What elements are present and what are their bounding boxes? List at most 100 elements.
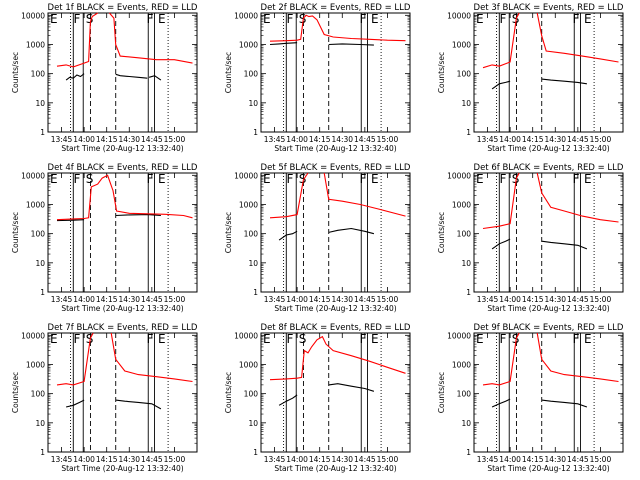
y-tick-label: 1000 [26, 40, 45, 49]
x-axis-label: Start Time (20-Aug-12 13:32:40) [274, 304, 396, 313]
events-series-line [56, 219, 85, 222]
phase-marker: F [147, 172, 154, 186]
x-tick-label: 15:00 [377, 135, 399, 144]
x-tick-label: 14:45 [567, 135, 589, 144]
corner-mark: E [50, 332, 58, 346]
y-tick-label: 10000 [447, 331, 471, 340]
y-tick-label: 100 [457, 390, 472, 399]
x-tick-label: 15:00 [590, 455, 612, 464]
corner-mark: E [263, 12, 271, 26]
phase-marker: F [499, 12, 506, 26]
lld-series-line [269, 172, 309, 219]
events-series-line [148, 75, 162, 81]
y-tick-label: 100 [31, 70, 46, 79]
events-series-line [115, 73, 148, 79]
x-axis-label: Start Time (20-Aug-12 13:32:40) [61, 304, 183, 313]
lld-series-line [482, 332, 520, 386]
plot-frame [473, 12, 624, 133]
corner-mark: E [476, 12, 484, 26]
y-tick-label: 1000 [452, 360, 471, 369]
plot-frame [47, 12, 198, 133]
y-tick-label: 10000 [21, 11, 45, 20]
x-tick-label: 13:45 [51, 135, 73, 144]
y-tick-label: 10 [248, 419, 258, 428]
phase-marker: S [512, 332, 520, 346]
events-series-line [278, 394, 298, 406]
y-tick-label: 10000 [234, 11, 258, 20]
panel-title: Det 2f BLACK = Events, RED = LLD [261, 3, 411, 13]
panel-title: Det 1f BLACK = Events, RED = LLD [48, 3, 198, 13]
x-tick-label: 14:15 [309, 295, 331, 304]
y-axis-label: Counts/sec [11, 52, 20, 93]
y-tick-label: 1000 [452, 40, 471, 49]
plot-frame [473, 172, 624, 293]
events-series-line [115, 214, 161, 217]
x-axis-label: Start Time (20-Aug-12 13:32:40) [274, 144, 396, 153]
x-tick-label: 14:15 [522, 295, 544, 304]
events-series-line [278, 230, 298, 241]
phase-marker: F [73, 172, 80, 186]
y-axis-label: Counts/sec [437, 372, 446, 413]
panel-3: Det 3f BLACK = Events, RED = LLD 1 10 100 10… [437, 3, 624, 153]
y-tick-label: 100 [457, 70, 472, 79]
lld-series-line [110, 332, 193, 383]
events-series-line [115, 399, 162, 410]
y-tick-label: 10000 [447, 11, 471, 20]
events-series-line [541, 399, 588, 408]
plot-frame [47, 172, 198, 293]
corner-mark: E [476, 332, 484, 346]
y-tick-label: 10000 [234, 331, 258, 340]
lld-series-line [56, 332, 94, 386]
phase-marker: E [371, 332, 379, 346]
y-tick-label: 1000 [239, 40, 258, 49]
x-axis-label: Start Time (20-Aug-12 13:32:40) [487, 304, 609, 313]
y-tick-label: 10 [248, 259, 258, 268]
panel-1: Det 1f BLACK = Events, RED = LLD 1 10 100 10… [11, 3, 198, 153]
y-tick-label: 10000 [21, 331, 45, 340]
x-tick-label: 14:00 [73, 455, 95, 464]
events-series-line [65, 399, 85, 408]
x-tick-label: 13:45 [264, 295, 286, 304]
y-tick-label: 100 [244, 230, 259, 239]
x-tick-label: 14:15 [309, 455, 331, 464]
y-tick-label: 1 [40, 448, 45, 457]
y-tick-label: 10 [461, 259, 471, 268]
x-tick-label: 14:45 [354, 135, 376, 144]
x-tick-label: 14:00 [73, 295, 95, 304]
events-series-line [328, 383, 375, 392]
x-tick-label: 15:00 [590, 135, 612, 144]
phase-marker: F [147, 12, 154, 26]
x-tick-label: 14:30 [331, 135, 353, 144]
lld-series-line [536, 172, 619, 223]
y-tick-label: 1 [253, 288, 258, 297]
x-tick-label: 14:00 [286, 135, 308, 144]
phase-marker: F [360, 12, 367, 26]
phase-marker: E [158, 172, 166, 186]
y-tick-label: 10 [461, 99, 471, 108]
x-tick-label: 14:45 [141, 295, 163, 304]
phase-marker: E [158, 12, 166, 26]
y-tick-label: 100 [244, 70, 259, 79]
events-series-line [491, 80, 511, 90]
lld-series-line [269, 14, 406, 42]
phase-marker: F [286, 12, 293, 26]
phase-marker: F [499, 172, 506, 186]
y-tick-label: 100 [457, 230, 472, 239]
phase-marker: E [371, 172, 379, 186]
phase-marker: E [158, 332, 166, 346]
phase-marker: S [512, 12, 520, 26]
plot-frame [47, 332, 198, 453]
y-tick-label: 10000 [234, 171, 258, 180]
panel-title: Det 3f BLACK = Events, RED = LLD [474, 3, 624, 13]
y-tick-label: 1000 [239, 200, 258, 209]
y-tick-label: 10 [35, 99, 45, 108]
x-tick-label: 14:30 [118, 295, 140, 304]
y-tick-label: 10 [461, 419, 471, 428]
y-axis-label: Counts/sec [224, 372, 233, 413]
x-tick-label: 13:45 [477, 455, 499, 464]
lld-series-line [269, 335, 406, 381]
phase-marker: S [299, 332, 307, 346]
panel-7: Det 7f BLACK = Events, RED = LLD 1 10 100 10… [11, 323, 198, 473]
x-tick-label: 13:45 [477, 135, 499, 144]
phase-marker: E [371, 12, 379, 26]
